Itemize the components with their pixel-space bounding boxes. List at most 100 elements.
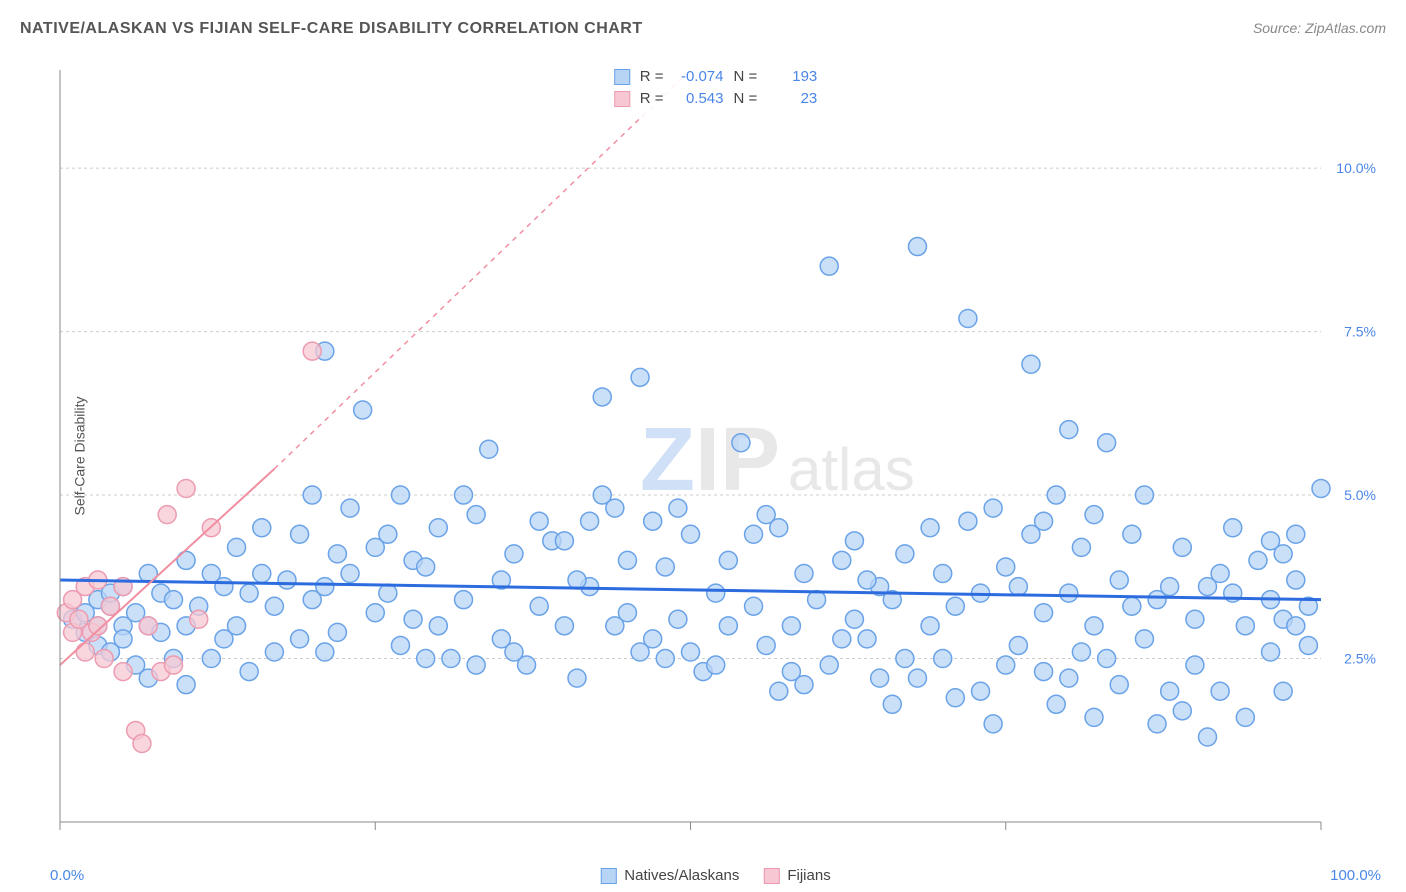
scatter-point-blue <box>240 584 258 602</box>
scatter-point-blue <box>934 650 952 668</box>
scatter-point-blue <box>328 623 346 641</box>
scatter-point-blue <box>328 545 346 563</box>
scatter-point-blue <box>1135 486 1153 504</box>
scatter-point-blue <box>1060 669 1078 687</box>
n-label: N = <box>734 88 758 110</box>
scatter-point-blue <box>1047 486 1065 504</box>
scatter-point-blue <box>1098 434 1116 452</box>
scatter-point-blue <box>1072 643 1090 661</box>
scatter-point-blue <box>391 486 409 504</box>
scatter-point-blue <box>682 525 700 543</box>
watermark-ip-letters: IP <box>695 410 780 510</box>
legend-item-blue: Natives/Alaskans <box>600 867 739 884</box>
scatter-point-blue <box>984 715 1002 733</box>
scatter-point-blue <box>1236 708 1254 726</box>
scatter-point-blue <box>568 571 586 589</box>
scatter-point-blue <box>505 643 523 661</box>
scatter-plot: Z IP atlas 2.5%5.0%7.5%10.0% <box>50 60 1381 852</box>
scatter-point-blue <box>215 578 233 596</box>
scatter-point-blue <box>719 617 737 635</box>
scatter-point-blue <box>530 597 548 615</box>
stats-legend-box: R = -0.074 N = 193 R = 0.543 N = 23 <box>604 60 828 116</box>
scatter-point-blue <box>202 650 220 668</box>
svg-text:10.0%: 10.0% <box>1336 160 1376 176</box>
r-label: R = <box>640 88 664 110</box>
scatter-point-pink <box>164 656 182 674</box>
scatter-point-blue <box>997 656 1015 674</box>
scatter-point-blue <box>1009 578 1027 596</box>
scatter-point-blue <box>1199 728 1217 746</box>
legend-label-pink: Fijians <box>787 867 830 884</box>
stats-row-pink: R = 0.543 N = 23 <box>614 88 818 110</box>
scatter-point-blue <box>1085 708 1103 726</box>
scatter-point-blue <box>316 643 334 661</box>
scatter-point-blue <box>291 525 309 543</box>
scatter-point-blue <box>354 401 372 419</box>
scatter-point-blue <box>316 578 334 596</box>
scatter-point-blue <box>921 519 939 537</box>
scatter-point-blue <box>379 525 397 543</box>
scatter-point-blue <box>959 512 977 530</box>
scatter-point-blue <box>303 486 321 504</box>
x-axis-max-label: 100.0% <box>1330 867 1381 884</box>
scatter-point-blue <box>442 650 460 668</box>
scatter-point-blue <box>278 571 296 589</box>
scatter-point-blue <box>1085 506 1103 524</box>
scatter-point-blue <box>467 506 485 524</box>
scatter-point-blue <box>1035 663 1053 681</box>
scatter-point-blue <box>467 656 485 674</box>
scatter-point-blue <box>845 610 863 628</box>
scatter-point-blue <box>820 257 838 275</box>
scatter-point-blue <box>253 519 271 537</box>
scatter-point-blue <box>1287 525 1305 543</box>
scatter-point-blue <box>707 656 725 674</box>
swatch-blue-icon <box>614 69 630 85</box>
scatter-point-blue <box>1047 695 1065 713</box>
scatter-point-blue <box>391 636 409 654</box>
scatter-point-blue <box>1274 545 1292 563</box>
scatter-point-blue <box>833 630 851 648</box>
scatter-point-blue <box>114 630 132 648</box>
scatter-point-blue <box>265 643 283 661</box>
scatter-point-blue <box>1299 636 1317 654</box>
scatter-point-blue <box>871 669 889 687</box>
scatter-point-blue <box>644 630 662 648</box>
bottom-legend: 0.0% Natives/Alaskans Fijians 100.0% <box>50 867 1381 884</box>
chart-area: Self-Care Disability Z IP atlas 2.5%5.0%… <box>50 60 1381 852</box>
r-value-blue: -0.074 <box>674 66 724 88</box>
scatter-point-blue <box>379 584 397 602</box>
scatter-point-blue <box>341 565 359 583</box>
scatter-point-blue <box>480 440 498 458</box>
scatter-point-blue <box>429 617 447 635</box>
scatter-point-blue <box>1287 571 1305 589</box>
scatter-point-blue <box>707 584 725 602</box>
scatter-point-blue <box>555 617 573 635</box>
swatch-pink-icon <box>763 868 779 884</box>
scatter-point-blue <box>1186 656 1204 674</box>
scatter-point-pink <box>114 663 132 681</box>
scatter-point-blue <box>1173 538 1191 556</box>
scatter-point-blue <box>618 551 636 569</box>
n-value-pink: 23 <box>767 88 817 110</box>
scatter-point-blue <box>896 650 914 668</box>
scatter-point-blue <box>833 551 851 569</box>
scatter-point-blue <box>934 565 952 583</box>
scatter-point-blue <box>1060 421 1078 439</box>
x-axis-min-label: 0.0% <box>50 867 84 884</box>
chart-header: NATIVE/ALASKAN VS FIJIAN SELF-CARE DISAB… <box>20 20 1386 38</box>
scatter-point-blue <box>845 532 863 550</box>
scatter-point-blue <box>455 591 473 609</box>
r-label: R = <box>640 66 664 88</box>
svg-text:2.5%: 2.5% <box>1344 651 1376 667</box>
scatter-point-blue <box>656 650 674 668</box>
scatter-point-blue <box>1148 591 1166 609</box>
scatter-point-blue <box>896 545 914 563</box>
watermark-z-letter: Z <box>640 410 695 510</box>
scatter-point-blue <box>682 643 700 661</box>
scatter-point-blue <box>770 519 788 537</box>
scatter-point-blue <box>1085 617 1103 635</box>
scatter-point-blue <box>1035 604 1053 622</box>
scatter-point-blue <box>795 676 813 694</box>
scatter-point-blue <box>745 525 763 543</box>
scatter-point-blue <box>530 512 548 530</box>
